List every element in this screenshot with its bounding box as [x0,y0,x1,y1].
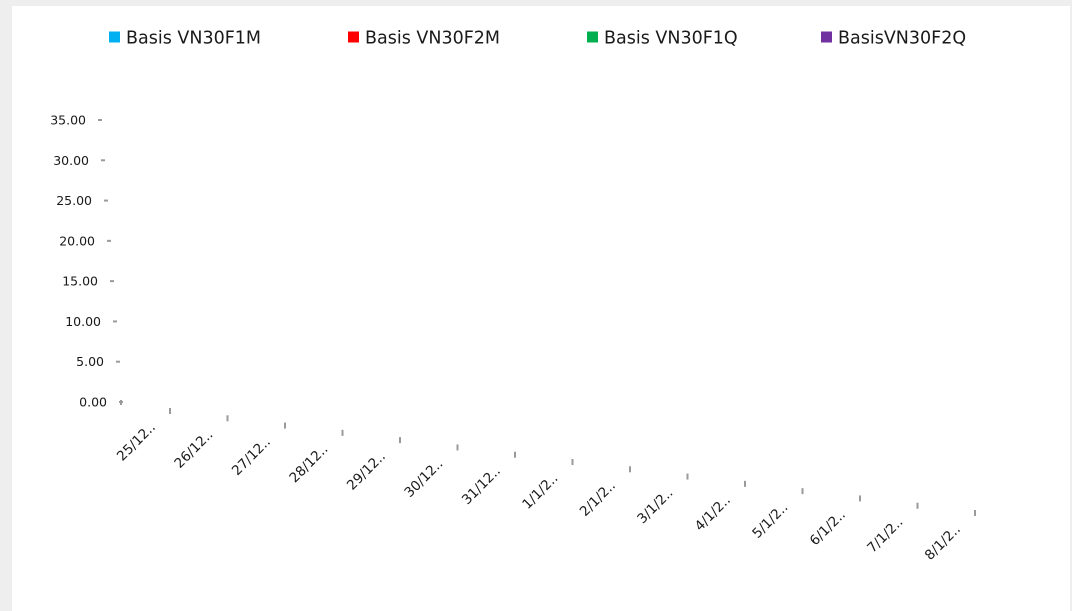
legend-label-1: Basis VN30F1M [126,29,261,49]
x-tick-label: 6/1/2.. [807,507,849,549]
x-tick-label: 26/12.. [171,427,216,472]
legend-swatch-4 [821,32,832,43]
x-tick-label: 30/12.. [401,456,446,501]
y-axis: 0.00 5.00 10.00 15.00 20.00 25.00 30.00 35.00 [50,113,123,410]
legend-swatch-3 [587,32,598,43]
x-tick-label: 8/1/2.. [922,522,964,564]
x-tick-label: 3/1/2.. [634,485,676,527]
x-tick-label: 25/12.. [114,420,159,465]
legend-swatch-1 [109,32,120,43]
x-tick-label: 31/12.. [459,463,504,508]
legend: Basis VN30F1M Basis VN30F2M Basis VN30F1Q B… [109,29,966,49]
x-axis: 25/12.. 26/12.. 27/12.. 28/12.. 29/12.. 30/12… [114,408,975,564]
y-tick-label: 10.00 [65,314,101,329]
legend-label-2: Basis VN30F2M [365,29,500,49]
x-tick-label: 28/12.. [286,441,331,486]
legend-label-3: Basis VN30F1Q [604,29,738,49]
legend-label-4: BasisVN30F2Q [838,29,966,49]
x-tick-label: 1/1/2.. [519,471,561,513]
x-tick-label: 29/12.. [344,449,389,494]
y-tick-label: 25.00 [56,193,92,208]
y-tick-label: 15.00 [62,274,98,289]
x-tick-label: 2/1/2.. [577,478,619,520]
y-tick-label: 20.00 [59,233,95,248]
x-tick-label: 7/1/2.. [864,514,906,556]
x-tick-label: 5/1/2.. [749,500,791,542]
y-tick-label: 5.00 [76,354,104,369]
y-tick-label: 0.00 [79,395,107,410]
y-tick-label: 35.00 [50,113,86,128]
legend-swatch-2 [348,32,359,43]
x-tick-label: 4/1/2.. [692,492,734,534]
y-tick-label: 30.00 [53,153,89,168]
x-tick-label: 27/12.. [229,434,274,479]
